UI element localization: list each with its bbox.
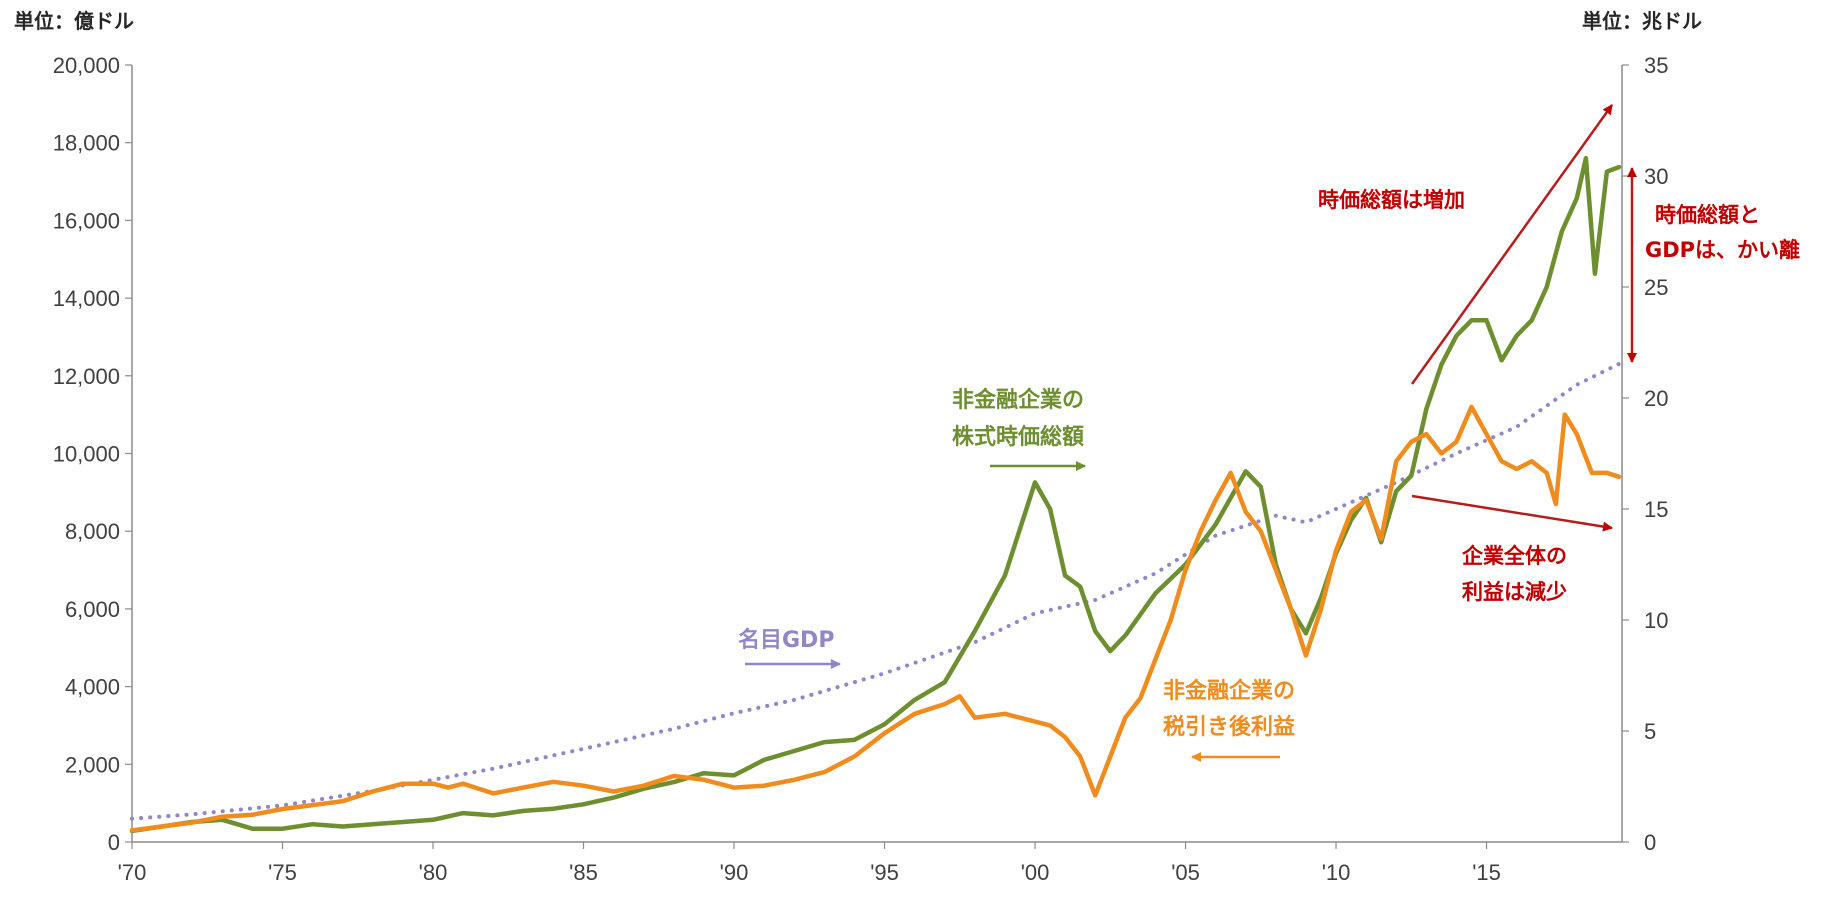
- left-tick-label: 8,000: [65, 519, 120, 544]
- right-tick-label: 5: [1644, 719, 1656, 744]
- right-tick-label: 30: [1644, 164, 1668, 189]
- profit-label-line1: 非金融企業の: [1163, 678, 1295, 704]
- profit-decrease-label: 企業全体の 利益は減少: [1461, 544, 1574, 604]
- divergence-label: 時価総額と GDPは、かい離: [1645, 203, 1800, 262]
- left-tick-label: 0: [108, 830, 120, 855]
- right-unit-label: 単位：兆ドル: [1582, 9, 1702, 33]
- profit-decrease-label-line1: 企業全体の: [1461, 544, 1567, 568]
- profit-decrease-label-line2: 利益は減少: [1462, 580, 1567, 604]
- after-tax-profit-line: [129, 404, 1622, 833]
- market-cap-line: [129, 155, 1622, 834]
- divergence-label-line2: GDPは、かい離: [1645, 238, 1800, 262]
- x-tick-label: '85: [569, 860, 598, 885]
- profit-label-line2: 税引き後利益: [1163, 714, 1295, 740]
- left-tick-label: 6,000: [65, 597, 120, 622]
- x-tick-label: '15: [1472, 860, 1501, 885]
- marketcap-increase-arrow: [1410, 104, 1614, 385]
- profit-label: 非金融企業の 税引き後利益: [1163, 678, 1303, 740]
- left-tick-label: 4,000: [65, 675, 120, 700]
- x-tick-label: '10: [1322, 860, 1351, 885]
- left-tick-label: 2,000: [65, 752, 120, 777]
- right-axis-ticks: 0 5 10 15 20 25 30 35: [1622, 53, 1668, 855]
- divergence-label-line1: 時価総額と: [1655, 203, 1760, 227]
- x-tick-label: '05: [1171, 860, 1200, 885]
- left-axis-ticks: 0 2,000 4,000 6,000 8,000 10,000 12,000 14,000 1…: [53, 53, 132, 855]
- series-layer: [129, 155, 1624, 834]
- left-tick-label: 12,000: [53, 364, 120, 389]
- left-unit-label: 単位：億ドル: [14, 9, 134, 33]
- x-tick-label: '90: [720, 860, 749, 885]
- x-tick-label: '95: [870, 860, 899, 885]
- market-cap-label-line1: 非金融企業の: [952, 387, 1084, 413]
- left-tick-label: 16,000: [53, 208, 120, 233]
- right-tick-label: 20: [1644, 386, 1668, 411]
- x-axis-ticks: '70 '75 '80 '85 '90 '95 '00 '05 '10 '15: [118, 842, 1501, 885]
- profit-decrease-arrow: [1411, 494, 1613, 532]
- x-tick-label: '80: [419, 860, 448, 885]
- right-tick-label: 10: [1644, 608, 1668, 633]
- right-tick-label: 25: [1644, 275, 1668, 300]
- axes: [131, 65, 1623, 843]
- marketcap-increase-label: 時価総額は増加: [1318, 188, 1465, 212]
- market-cap-label-line2: 株式時価総額: [952, 424, 1084, 450]
- right-tick-label: 15: [1644, 497, 1668, 522]
- market-cap-label: 非金融企業の 株式時価総額: [952, 387, 1092, 450]
- left-tick-label: 10,000: [53, 442, 120, 467]
- x-tick-label: '70: [118, 860, 147, 885]
- x-tick-label: '00: [1021, 860, 1050, 885]
- left-tick-label: 18,000: [53, 131, 120, 156]
- right-tick-label: 35: [1644, 53, 1668, 78]
- left-tick-label: 20,000: [53, 53, 120, 78]
- nominal-gdp-line: [130, 360, 1624, 821]
- left-tick-label: 14,000: [53, 286, 120, 311]
- gdp-label: 名目GDP: [738, 627, 834, 653]
- x-tick-label: '75: [268, 860, 297, 885]
- right-tick-label: 0: [1644, 830, 1656, 855]
